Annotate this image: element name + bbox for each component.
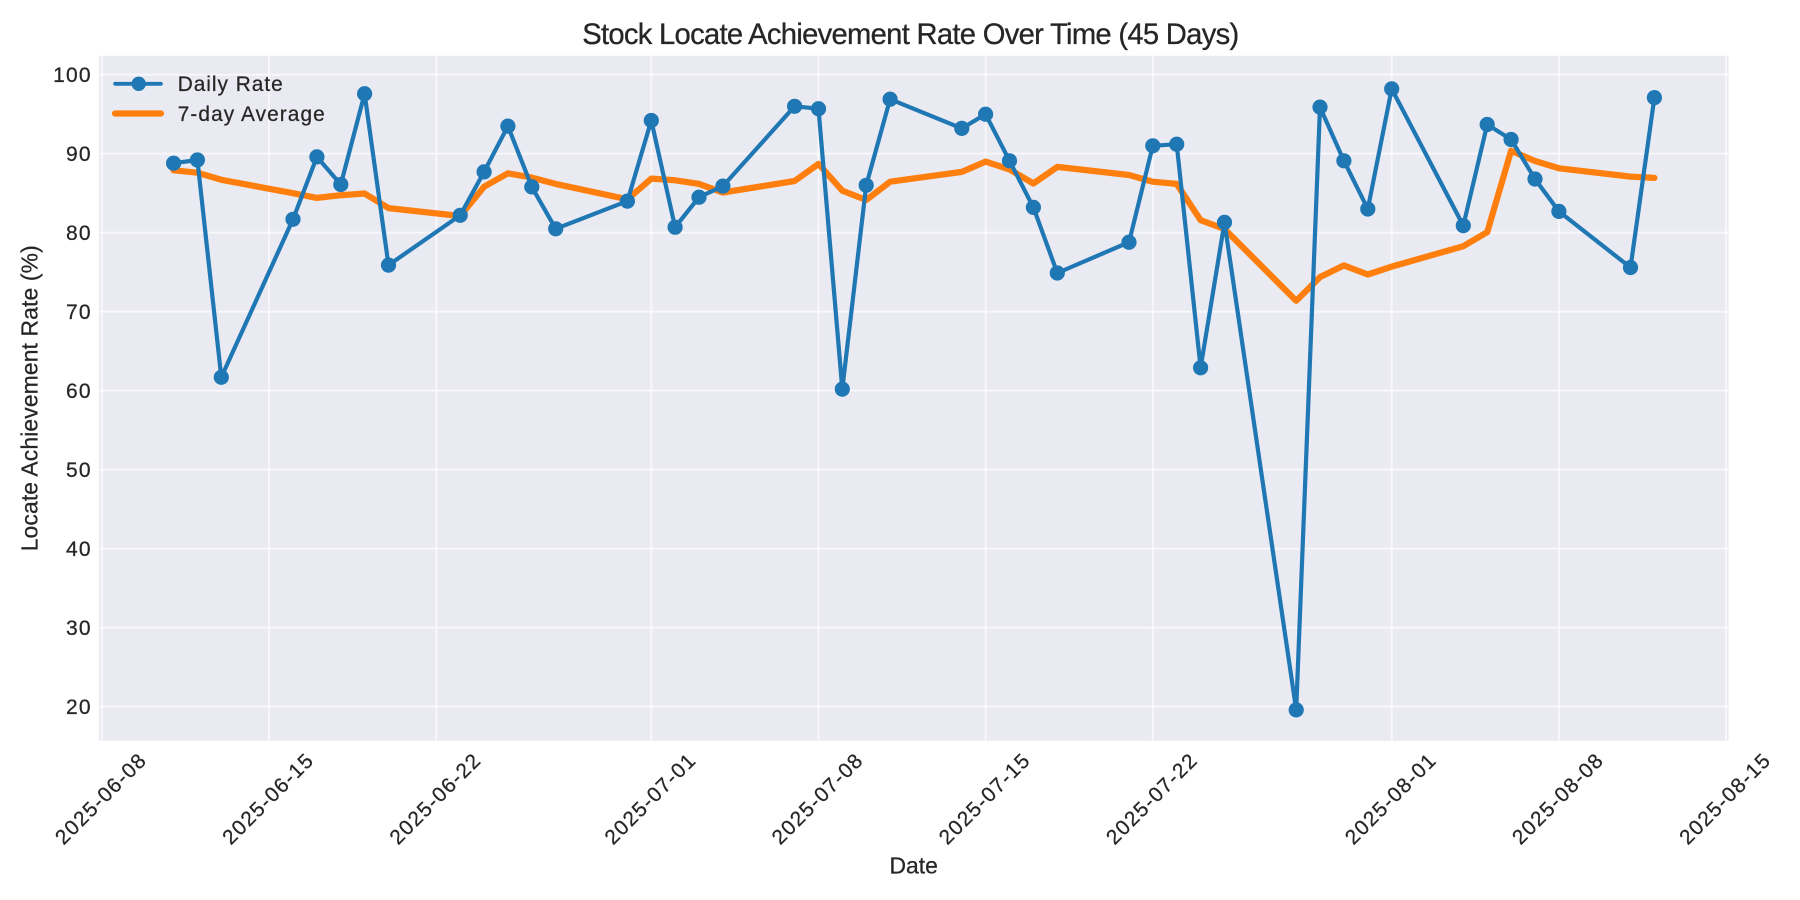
svg-text:Date: Date <box>890 852 938 878</box>
svg-text:7-day Average: 7-day Average <box>178 103 325 126</box>
svg-text:Stock Locate Achievement Rate: Stock Locate Achievement Rate Over Time … <box>582 19 1239 51</box>
svg-text:100: 100 <box>53 64 92 87</box>
svg-text:30: 30 <box>66 617 92 640</box>
svg-text:80: 80 <box>66 222 92 245</box>
svg-text:60: 60 <box>66 380 92 403</box>
svg-text:Locate Achievement Rate (%): Locate Achievement Rate (%) <box>17 245 43 551</box>
svg-text:70: 70 <box>66 301 92 324</box>
svg-text:50: 50 <box>66 459 92 482</box>
svg-text:40: 40 <box>66 538 92 561</box>
svg-text:90: 90 <box>66 143 92 166</box>
svg-text:Daily Rate: Daily Rate <box>178 73 283 96</box>
svg-text:20: 20 <box>66 696 92 719</box>
